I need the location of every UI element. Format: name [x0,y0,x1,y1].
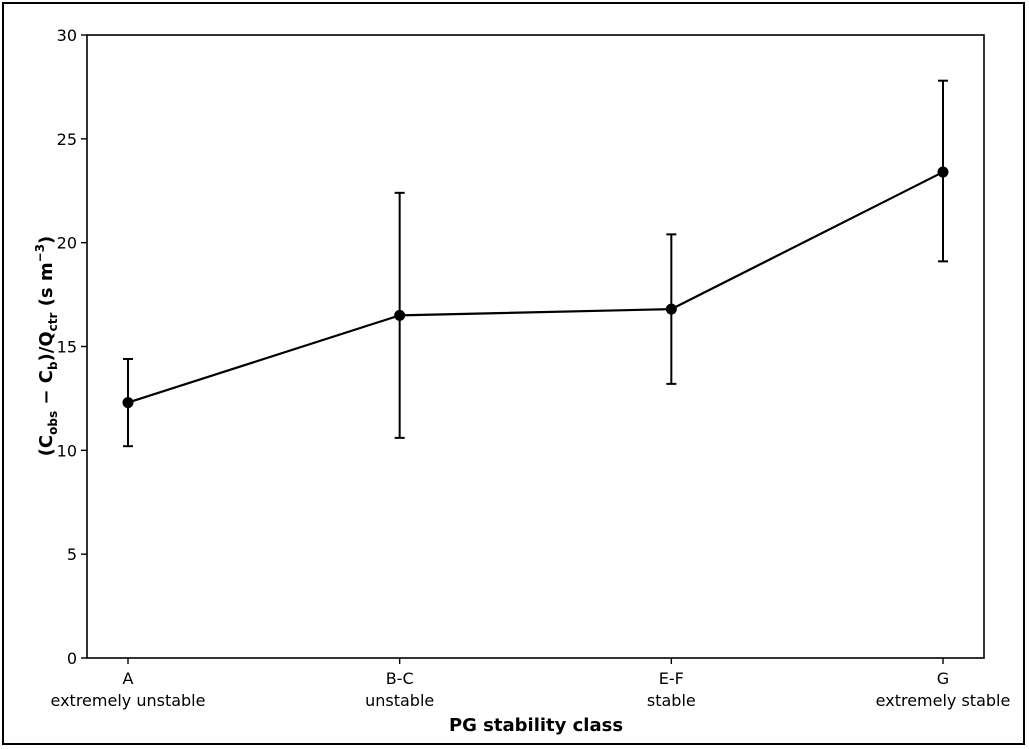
y-tick-label: 20 [57,234,77,253]
x-tick-label-description: unstable [365,691,434,710]
y-tick-label: 25 [57,130,77,149]
x-tick-label-description: extremely unstable [51,691,206,710]
y-tick-label: 10 [57,441,77,460]
y-axis: 0 5 10 15 20 25 30 [57,26,87,668]
x-tick-label-description: stable [647,691,696,710]
y-tick-label: 15 [57,338,77,357]
error-bars [123,79,948,448]
data-points [122,166,949,409]
x-axis-title: PG stability class [449,715,623,736]
x-tick-label-code: A [123,669,134,688]
x-tick-label-code: B-C [386,669,414,688]
plot-area [86,34,985,659]
data-point [122,397,134,409]
y-tick-label: 0 [67,649,77,668]
data-point [665,303,677,315]
x-tick-label-code: G [937,669,949,688]
y-tick-label: 30 [57,26,77,45]
data-point [394,309,406,321]
series-line [127,171,944,404]
x-tick-label-code: E-F [659,669,684,688]
data-point [937,166,949,178]
y-tick-label: 5 [67,545,77,564]
series-line-group [127,171,944,404]
x-tick-label-description: extremely stable [876,691,1011,710]
y-axis-title: (Cobs − Cb)/Qctr (s m−3) [33,236,60,457]
